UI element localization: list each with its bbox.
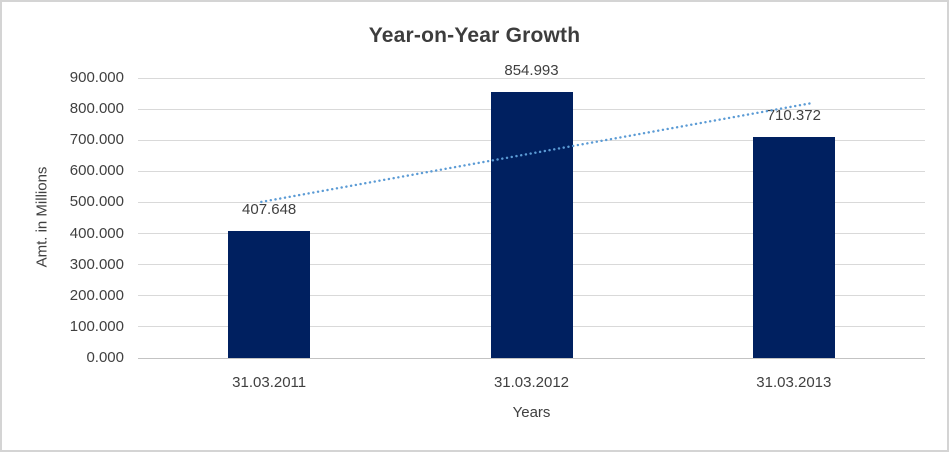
- y-tick-label: 300.000: [69, 255, 124, 273]
- bar-data-label: 710.372: [766, 106, 821, 124]
- x-tick-label: 31.03.2012: [493, 374, 570, 391]
- chart-title: Year-on-Year Growth: [368, 24, 581, 47]
- bar: [752, 136, 835, 358]
- y-tick-label: 700.000: [69, 131, 124, 149]
- y-tick-label: 600.000: [69, 162, 124, 180]
- bar-data-label: 407.648: [242, 201, 297, 219]
- gridline: [138, 77, 925, 79]
- y-tick-label: 800.000: [69, 100, 124, 118]
- y-tick-label: 900.000: [69, 69, 124, 86]
- y-tick-label: 200.000: [69, 286, 124, 304]
- x-axis-title: Years: [512, 404, 551, 421]
- bar-data-label: 854.993: [504, 62, 559, 79]
- x-tick-label: 31.03.2011: [232, 374, 307, 391]
- y-tick-label: 400.000: [69, 224, 124, 242]
- bar: [490, 92, 573, 358]
- bar: [228, 231, 311, 358]
- y-tick-label: 500.000: [69, 193, 124, 211]
- x-tick-label: 31.03.2013: [756, 374, 832, 391]
- y-axis-title: Amt. in Millions: [33, 166, 51, 268]
- x-axis-line: [138, 357, 925, 359]
- y-tick-label: 0.000: [86, 349, 124, 366]
- y-tick-label: 100.000: [69, 317, 124, 335]
